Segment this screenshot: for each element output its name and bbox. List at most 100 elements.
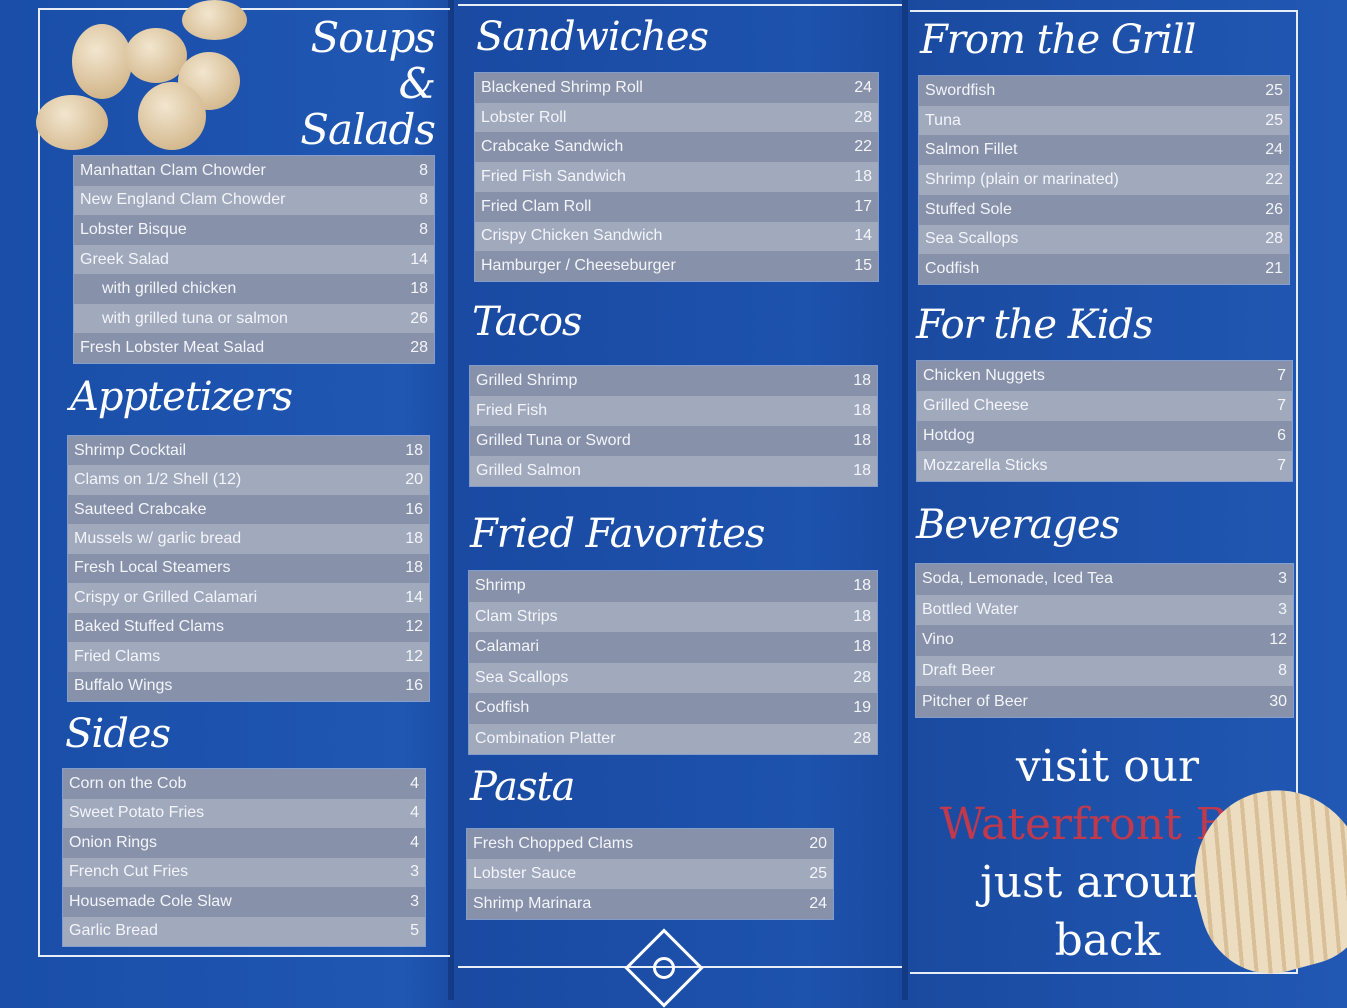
menu-item: Grilled Salmon 18 [470,456,877,486]
item-name: Grilled Salmon [476,462,581,479]
menu-table-tacos: Grilled Shrimp 18 Fried Fish 18 Grilled Tuna… [469,365,878,487]
menu-item: Crispy Chicken Sandwich 14 [475,221,878,252]
item-name: Sea Scallops [475,668,569,686]
menu-item: Combination Platter 28 [469,723,877,754]
item-name: Corn on the Cob [69,774,187,792]
item-price: 17 [854,197,872,215]
menu-item: Manhattan Clam Chowder 8 [74,156,434,186]
item-name: Grilled Cheese [923,397,1029,414]
item-name: Blackened Shrimp Roll [481,78,643,96]
menu-table-fried: Shrimp 18 Clam Strips 18 Calamari 18 Sea Scall… [468,570,878,755]
menu-item: Crabcake Sandwich 22 [475,132,878,163]
menu-item: Hamburger / Cheeseburger 15 [475,251,878,282]
item-price: 8 [419,161,428,179]
menu-item: Tuna 25 [919,105,1289,136]
item-price: 4 [410,804,419,822]
menu-item: Fresh Lobster Meat Salad 28 [74,333,434,364]
item-name: Sauteed Crabcake [74,500,207,518]
item-price: 28 [1265,230,1283,248]
item-price: 19 [853,699,871,717]
menu-item: Swordfish 25 [919,76,1289,106]
item-price: 12 [405,618,423,636]
item-name: Shrimp Marinara [473,895,592,912]
item-price: 5 [410,922,419,940]
menu-item: Onion Rings 4 [63,828,425,858]
item-name: Crispy or Grilled Calamari [74,588,258,606]
item-price: 24 [854,78,872,96]
item-price: 18 [853,638,871,656]
item-name: Fried Clams [74,647,161,665]
menu-item: Codfish 19 [469,693,877,724]
item-name: Grilled Tuna or Sword [476,432,631,449]
item-name: Draft Beer [922,662,995,680]
menu-item: with grilled chicken 18 [74,274,434,304]
item-price: 26 [410,309,428,327]
item-name: Hamburger / Cheeseburger [481,257,676,275]
item-name: Greek Salad [80,250,169,268]
item-price: 18 [853,372,871,389]
item-price: 20 [809,835,827,852]
menu-item: Blackened Shrimp Roll 24 [475,73,878,103]
item-name: Fresh Chopped Clams [473,835,634,852]
item-name: Salmon Fillet [925,141,1018,159]
menu-item: Stuffed Sole 26 [919,194,1289,225]
menu-item: Pitcher of Beer 30 [916,686,1293,717]
item-price: 22 [854,138,872,156]
item-price: 28 [410,339,428,357]
menu-item: Sea Scallops 28 [469,662,877,693]
clam-shell-image [182,0,247,40]
menu-item: French Cut Fries 3 [63,857,425,887]
item-name: Onion Rings [69,833,158,851]
menu-item: Garlic Bread 5 [63,916,425,946]
item-price: 16 [405,677,423,695]
item-name: Chicken Nuggets [923,367,1045,384]
menu-item: Housemade Cole Slaw 3 [63,887,425,917]
item-price: 3 [1278,600,1287,618]
section-title: Sides [65,711,171,757]
item-price: 12 [1269,631,1287,649]
menu-item: Sweet Potato Fries 4 [63,798,425,828]
section-title: From the Grill [920,17,1196,63]
menu-item: New England Clam Chowder 8 [74,185,434,216]
item-name: Crispy Chicken Sandwich [481,227,663,245]
item-price: 28 [853,668,871,686]
item-price: 30 [1269,692,1287,710]
item-name: Housemade Cole Slaw [69,892,232,910]
item-price: 22 [1265,171,1283,189]
clam-shell-image [125,28,187,83]
menu-item: Shrimp 18 [469,571,877,602]
item-price: 18 [853,402,871,419]
item-price: 14 [854,227,872,245]
menu-item: Fried Fish Sandwich 18 [475,162,878,192]
item-price: 24 [1265,141,1283,159]
item-name: Fresh Lobster Meat Salad [80,339,265,357]
item-name: Crabcake Sandwich [481,138,624,156]
item-price: 12 [405,647,423,665]
item-price: 4 [410,774,419,792]
panel-border [910,10,1298,974]
menu-table-sides: Corn on the Cob 4 Sweet Potato Fries 4 Onion… [62,768,426,947]
item-name: Combination Platter [475,729,616,747]
menu-table-pasta: Fresh Chopped Clams 20 Lobster Sauce 25 Shri… [466,828,834,920]
menu-item: Soda, Lemonade, Iced Tea 3 [916,564,1293,595]
item-price: 18 [853,432,871,449]
menu-item: Sea Scallops 28 [919,224,1289,255]
item-name: Codfish [925,260,980,278]
menu-item: Corn on the Cob 4 [63,769,425,799]
item-price: 25 [1265,111,1283,129]
item-price: 8 [419,191,428,209]
menu-item: Buffalo Wings 16 [68,671,429,701]
menu-item: Crispy or Grilled Calamari 14 [68,583,429,613]
menu-item: Fresh Local Steamers 18 [68,553,429,584]
item-name: Bottled Water [922,600,1019,618]
item-price: 3 [410,892,419,910]
menu-item: Fried Clam Roll 17 [475,191,878,222]
promo-line: just around [980,857,1235,908]
item-price: 18 [853,462,871,479]
item-price: 18 [405,559,423,577]
menu-item: Grilled Shrimp 18 [470,366,877,396]
item-name: with grilled chicken [102,280,237,298]
menu-item: Lobster Bisque 8 [74,215,434,245]
item-name: Mussels w/ garlic bread [74,530,242,548]
menu-item: Clams on 1/2 Shell (12) 20 [68,465,429,495]
